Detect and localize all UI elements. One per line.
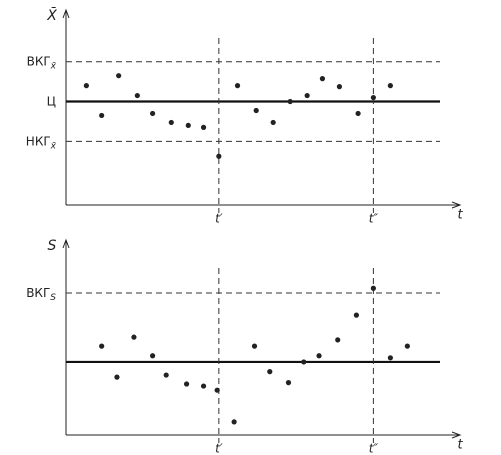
point <box>216 153 222 159</box>
point <box>253 107 259 114</box>
point <box>150 110 156 117</box>
y-tick-label: Ц <box>47 94 56 108</box>
point <box>301 359 307 365</box>
y-axis-arrow <box>62 8 70 19</box>
point <box>304 92 310 99</box>
x-tick-label: t″ <box>369 442 379 455</box>
point <box>231 419 237 425</box>
y-axis-arrow <box>62 238 70 249</box>
point <box>267 369 273 375</box>
y-tick-text: НКГ <box>26 134 51 148</box>
y-tick-label: ВКГx̄ <box>27 54 57 71</box>
point <box>200 124 207 130</box>
y-tick-text: Ц <box>47 94 56 108</box>
point <box>234 83 241 89</box>
point <box>183 381 190 387</box>
point <box>99 112 105 119</box>
point <box>355 110 361 117</box>
point <box>370 94 376 101</box>
y-axis-label: S <box>48 238 57 254</box>
point <box>287 98 293 105</box>
point <box>134 92 140 99</box>
x-tick-label: t′ <box>215 442 223 455</box>
y-tick-text: ВКГ <box>26 286 50 300</box>
point <box>131 334 137 340</box>
y-tick-sub: S <box>50 293 56 303</box>
point <box>370 285 376 291</box>
y-tick-label: ВКГS <box>26 286 56 303</box>
x-tick-label: t″ <box>369 212 379 226</box>
x-axis-arrow <box>451 431 462 439</box>
point <box>251 343 258 349</box>
y-tick-label: НКГx̄ <box>26 134 57 151</box>
point <box>353 312 360 318</box>
point <box>336 84 343 90</box>
x-axis-label: t <box>457 438 463 453</box>
point <box>335 337 341 343</box>
point <box>270 119 276 126</box>
point <box>387 355 393 361</box>
point <box>404 343 410 349</box>
point <box>185 122 191 129</box>
y-tick-text: ВКГ <box>27 54 51 68</box>
x-axis-arrow <box>451 201 462 209</box>
point <box>319 76 326 82</box>
point <box>168 119 174 126</box>
point <box>200 383 207 389</box>
point <box>387 83 393 89</box>
point <box>116 73 122 79</box>
y-tick-sub: x̄ <box>50 61 57 71</box>
point <box>99 343 105 349</box>
point <box>214 387 220 393</box>
point <box>163 372 169 378</box>
point <box>150 353 156 359</box>
point <box>285 380 292 386</box>
point <box>316 353 322 359</box>
point <box>83 83 89 89</box>
y-tick-sub: x̄ <box>50 141 57 151</box>
point <box>114 374 120 380</box>
x-tick-label: t′ <box>215 212 223 226</box>
x-axis-label: t <box>457 208 463 223</box>
y-axis-label: X̄ <box>46 6 57 24</box>
